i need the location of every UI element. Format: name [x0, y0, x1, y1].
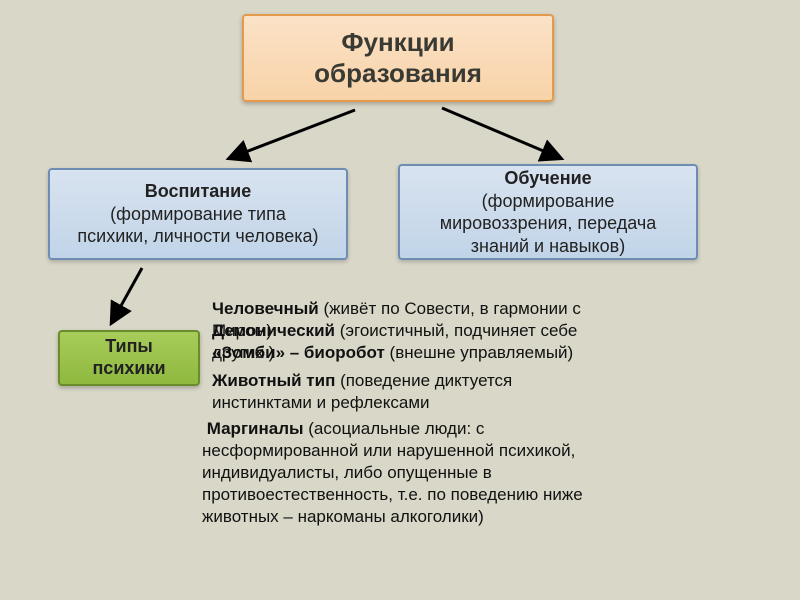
item2-bold: «Зомби» – биоробот	[212, 343, 385, 362]
item4-line3: индивидуалисты, либо опущенные в	[202, 463, 492, 482]
list-item-5d: противоестественность, т.е. по поведению…	[202, 484, 762, 506]
types-line1: Типы	[105, 336, 153, 358]
list-item-1a: Человечный (живёт по Совести, в гармонии…	[212, 298, 760, 320]
list-item-4a: Животный тип (поведение диктуется	[212, 370, 760, 392]
list-item-5b: несформированной или нарушенной психикой…	[202, 440, 762, 462]
right-box: Обучение (формирование мировоззрения, пе…	[398, 164, 698, 260]
right-title: Обучение	[504, 167, 591, 190]
list-item-4b: инстинктами и рефлексами	[212, 392, 760, 414]
types-line2: психики	[92, 358, 165, 380]
left-sub2: психики, личности человека)	[77, 225, 318, 248]
item4-line2: несформированной или нарушенной психикой…	[202, 441, 575, 460]
item4-line5: животных – наркоманы алкоголики)	[202, 507, 484, 526]
item2-rest: (внешне управляемый)	[385, 343, 573, 362]
item3-line2: инстинктами и рефлексами	[212, 393, 430, 412]
item1-bold: Человечный	[212, 299, 319, 318]
left-title: Воспитание	[145, 180, 251, 203]
item4-bold: Маргиналы	[207, 419, 304, 438]
item3-rest: (поведение диктуется	[335, 371, 512, 390]
list-item-2a-overlap: Демонический (эгоистичный, подчиняет себ…	[212, 320, 760, 342]
list-item-5a: Маргиналы (асоциальные люди: с	[202, 418, 762, 440]
arrow-title-to-left	[230, 110, 355, 158]
item1-over2-rest: (эгоистичный, подчиняет себе	[335, 321, 577, 340]
right-sub1: (формирование	[482, 190, 615, 213]
item4-line4: противоестественность, т.е. по поведению…	[202, 485, 583, 504]
list-item-5e: животных – наркоманы алкоголики)	[202, 506, 762, 528]
right-sub2: мировоззрения, передача	[440, 212, 657, 235]
list-item-5c: индивидуалисты, либо опущенные в	[202, 462, 762, 484]
item1-over2-bold: Демонический	[212, 321, 335, 340]
types-box: Типы психики	[58, 330, 200, 386]
title-box: Функции образования	[242, 14, 554, 102]
title-line2: образования	[314, 58, 482, 89]
title-line1: Функции	[341, 27, 454, 58]
arrow-title-to-right	[442, 108, 560, 158]
left-sub1: (формирование типа	[110, 203, 286, 226]
right-sub3: знаний и навыков)	[471, 235, 625, 258]
item4-rest: (асоциальные люди: с	[304, 419, 485, 438]
list-item-3-overlap: «Зомби» – биоробот (внешне управляемый)	[212, 342, 760, 364]
item1-rest: (живёт по Совести, в гармонии с	[319, 299, 581, 318]
arrow-left-to-types	[112, 268, 142, 322]
left-box: Воспитание (формирование типа психики, л…	[48, 168, 348, 260]
item3-bold: Животный тип	[212, 371, 335, 390]
